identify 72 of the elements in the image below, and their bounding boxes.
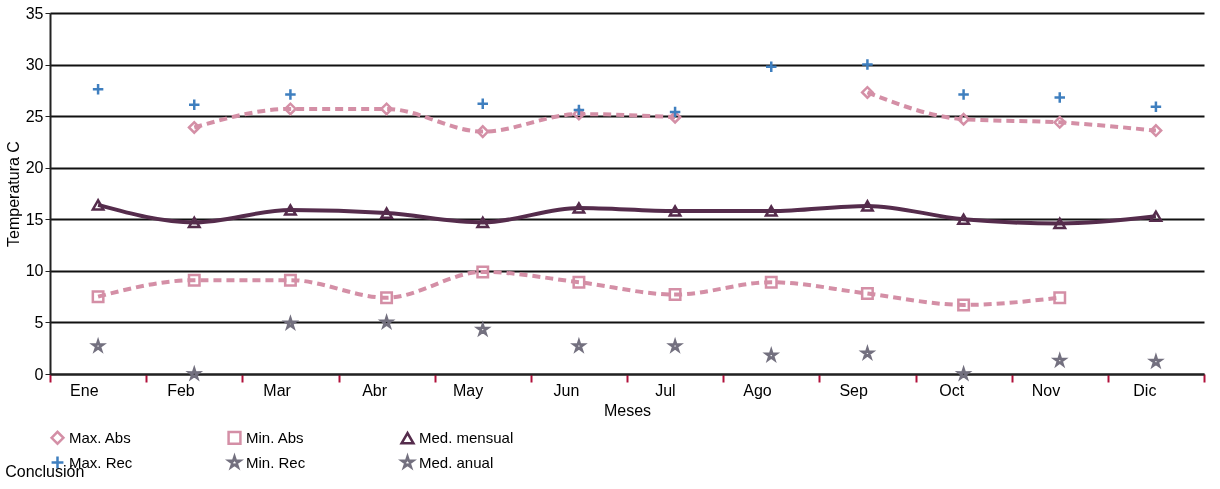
point — [187, 216, 201, 229]
point — [957, 213, 971, 226]
point — [380, 291, 394, 305]
y-tick-label: 0 — [34, 365, 44, 383]
point — [91, 290, 105, 304]
point — [89, 337, 107, 354]
point — [957, 298, 971, 312]
x-tick-label: Nov — [1031, 381, 1061, 399]
point — [91, 199, 105, 211]
legend-label: Max. Abs — [69, 428, 131, 446]
point — [860, 200, 874, 212]
x-tick-label: Ene — [70, 381, 99, 399]
point — [187, 273, 201, 287]
point — [572, 103, 586, 117]
y-tick-label: 15 — [25, 210, 44, 228]
point — [380, 207, 394, 219]
x-tick-label: Jun — [553, 381, 580, 399]
point — [1053, 91, 1067, 105]
point — [187, 120, 201, 134]
y-tick-label: 5 — [34, 313, 44, 331]
x-tick-label: Sep — [839, 381, 869, 399]
point — [1053, 115, 1067, 129]
point — [283, 273, 297, 287]
x-tick-label: Abr — [362, 381, 388, 399]
point — [666, 337, 684, 354]
point — [283, 102, 297, 116]
point — [668, 105, 682, 119]
point — [476, 216, 490, 229]
y-tick-label: 25 — [25, 107, 44, 125]
legend-label: Min. Rec — [246, 453, 306, 471]
point — [860, 85, 874, 99]
y-tick-label: 20 — [25, 159, 44, 177]
x-axis-title: Meses — [603, 401, 652, 419]
point — [764, 275, 778, 289]
point — [1149, 210, 1163, 222]
point — [1053, 217, 1067, 230]
point — [1149, 124, 1163, 138]
legend-label: Med. anual — [419, 453, 494, 471]
x-tick-label: Oct — [939, 381, 965, 399]
point — [283, 87, 297, 101]
point — [1053, 291, 1067, 305]
x-tick-label: Ago — [743, 381, 772, 399]
point — [764, 60, 778, 74]
point — [570, 337, 588, 354]
point — [668, 288, 682, 302]
y-axis-title: Temperatura C — [4, 141, 22, 247]
point — [476, 265, 490, 279]
point — [476, 97, 490, 111]
point — [860, 287, 874, 301]
point — [380, 102, 394, 116]
point — [91, 82, 105, 96]
point — [957, 112, 971, 126]
y-tick-label: 35 — [25, 4, 44, 22]
point — [187, 98, 201, 112]
x-tick-label: Mar — [263, 381, 292, 399]
y-tick-label: 30 — [25, 56, 44, 74]
point — [572, 275, 586, 289]
x-tick-label: May — [453, 381, 484, 399]
point — [860, 58, 874, 72]
point — [764, 205, 778, 217]
point — [668, 205, 682, 217]
x-tick-label: Feb — [167, 381, 195, 399]
point — [957, 87, 971, 101]
x-tick-label: Jul — [655, 381, 676, 399]
point — [572, 202, 586, 214]
point — [1149, 100, 1163, 114]
x-tick-label: Dic — [1133, 381, 1157, 399]
point — [283, 204, 297, 216]
legend-label: Min. Abs — [246, 428, 304, 446]
point — [476, 125, 490, 139]
y-tick-label: 10 — [25, 262, 44, 280]
legend-label: Med. mensual — [419, 429, 514, 447]
